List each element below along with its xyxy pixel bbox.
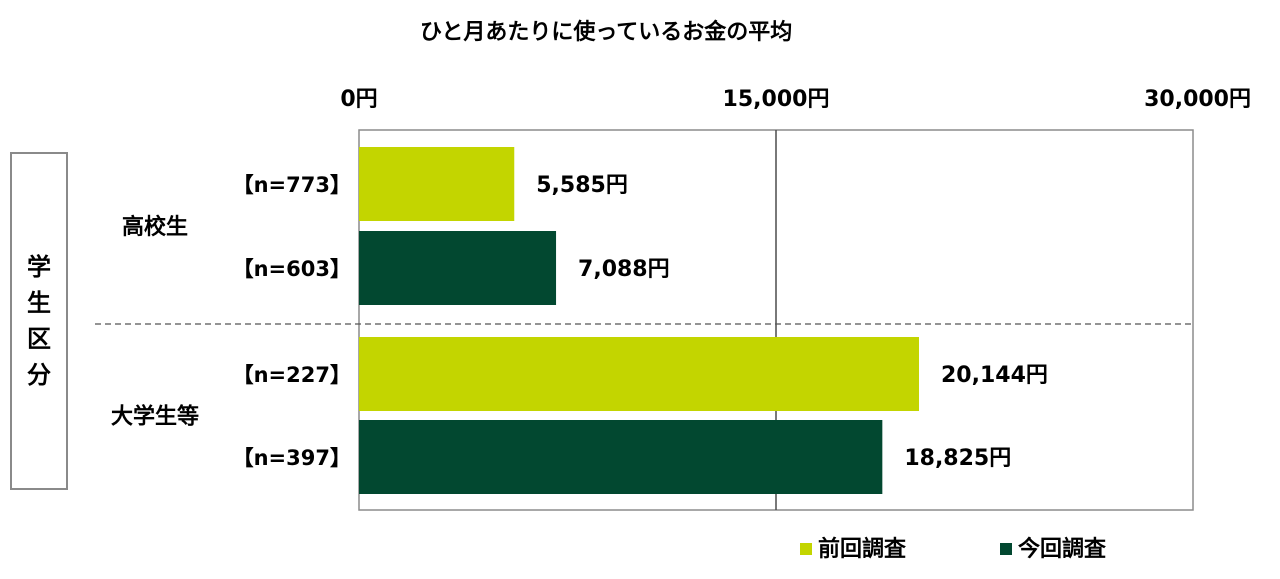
y-axis-title-char: 生: [27, 289, 51, 317]
sample-size-label: 【n=227】: [233, 363, 351, 387]
bar: [359, 420, 883, 494]
legend-label: 前回調査: [818, 536, 907, 562]
legend-label: 今回調査: [1018, 536, 1107, 562]
data-label: 18,825円: [904, 446, 1011, 471]
legend-swatch: [1000, 543, 1012, 555]
sample-size-label: 【n=603】: [233, 257, 351, 281]
y-axis-title: 学 生 区 分: [12, 154, 66, 488]
sample-size-label: 【n=773】: [233, 173, 351, 197]
x-tick-label: 30,000円: [1144, 87, 1251, 112]
x-tick-label: 0円: [340, 87, 377, 112]
x-tick-label: 15,000円: [723, 87, 830, 112]
data-label: 20,144円: [941, 363, 1048, 388]
chart-title: ひと月あたりに使っているお金の平均: [420, 20, 793, 45]
bar: [359, 147, 515, 221]
bar: [359, 231, 557, 305]
group-label: 大学生等: [111, 404, 199, 430]
y-axis-title-char: 区: [27, 325, 51, 353]
y-axis-title-char: 学: [27, 253, 51, 281]
y-axis-title-box: 学 生 区 分: [10, 152, 68, 490]
y-axis-title-char: 分: [27, 361, 51, 389]
group-label: 高校生: [122, 214, 188, 240]
legend-swatch: [800, 543, 812, 555]
data-label: 7,088円: [578, 257, 670, 282]
data-label: 5,585円: [536, 173, 628, 198]
sample-size-label: 【n=397】: [233, 446, 351, 470]
bar: [359, 337, 920, 411]
